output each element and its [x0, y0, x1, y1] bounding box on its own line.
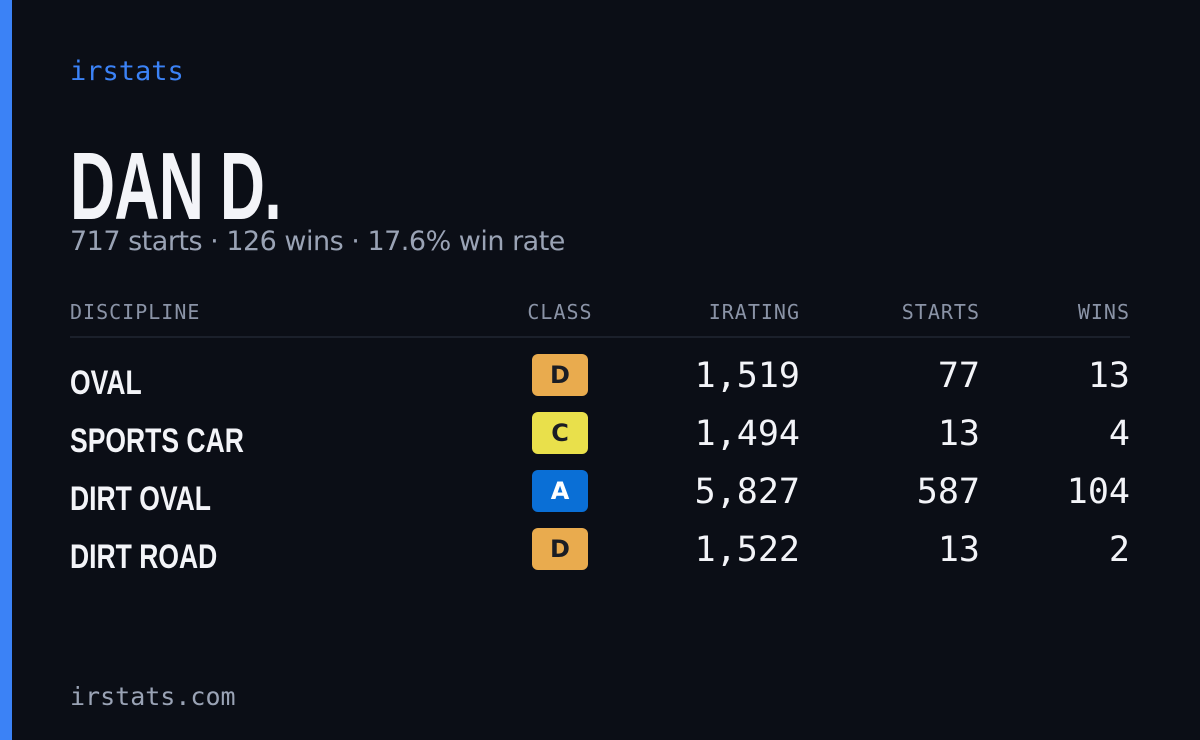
starts: 13: [937, 530, 980, 570]
header-rule: [70, 336, 1130, 338]
driver-summary: 717 starts · 126 wins · 17.6% win rate: [70, 226, 565, 257]
column-header: WINS: [1077, 300, 1130, 324]
footer: irstats.com: [70, 682, 236, 711]
irating: 1,519: [694, 356, 800, 396]
starts: 77: [937, 356, 980, 396]
wins: 2: [1108, 530, 1130, 570]
starts: 13: [937, 414, 980, 454]
wins: 104: [1066, 472, 1130, 512]
starts: 587: [916, 472, 980, 512]
brand: irstats: [70, 56, 184, 87]
column-header: STARTS: [901, 300, 980, 324]
irating: 5,827: [694, 472, 800, 512]
irating: 1,522: [694, 530, 800, 570]
class-badge: A: [532, 470, 588, 512]
column-header: IRATING: [708, 300, 800, 324]
accent-stripe: [0, 0, 12, 740]
discipline: DIRT OVAL: [70, 480, 211, 518]
wins: 13: [1087, 356, 1130, 396]
class-badge: D: [532, 528, 588, 570]
discipline: DIRT ROAD: [70, 538, 218, 576]
column-header: CLASS: [527, 300, 593, 324]
wins: 4: [1108, 414, 1130, 454]
driver-name: DAN D.: [70, 133, 282, 240]
class-badge: C: [532, 412, 588, 454]
irating: 1,494: [694, 414, 800, 454]
class-badge: D: [532, 354, 588, 396]
discipline: OVAL: [70, 364, 142, 402]
discipline: SPORTS CAR: [70, 422, 244, 460]
column-header: DISCIPLINE: [70, 300, 201, 324]
